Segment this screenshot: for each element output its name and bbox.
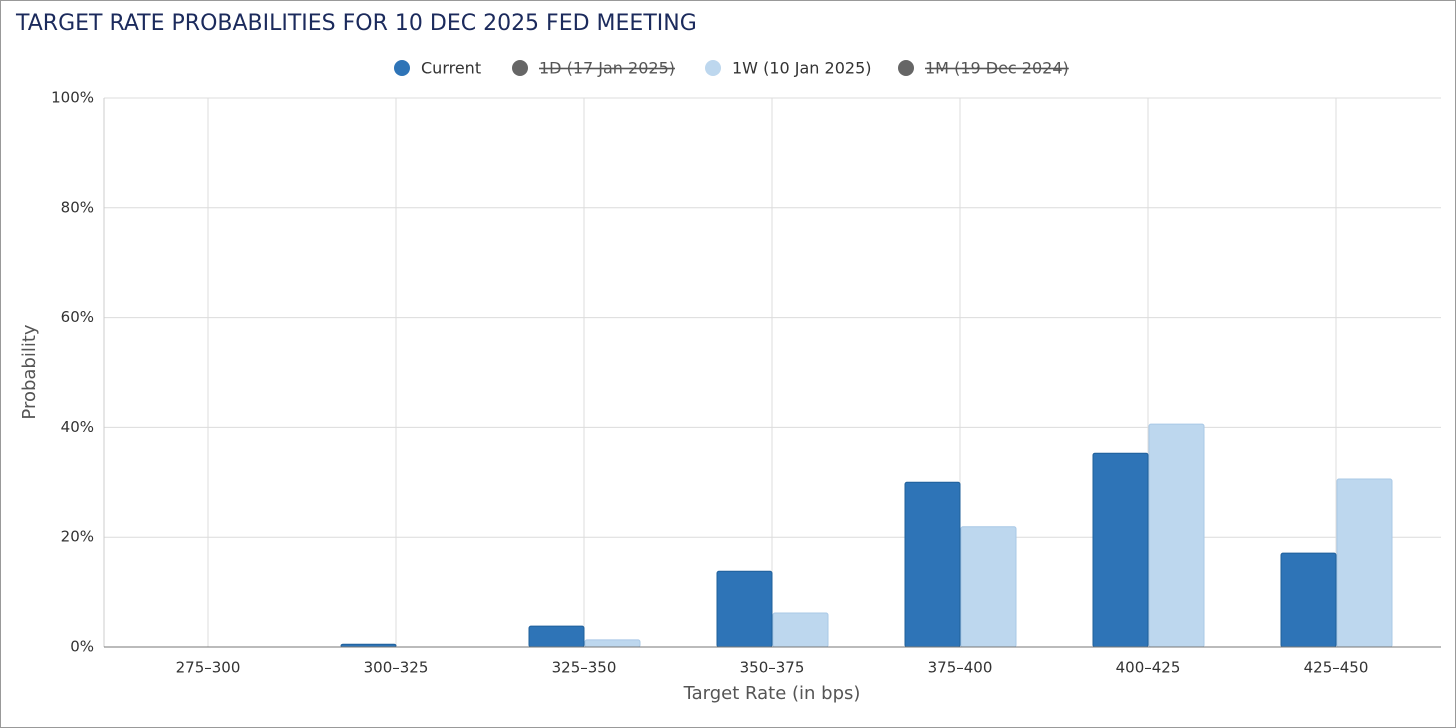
bar <box>772 612 829 648</box>
legend-marker[interactable] <box>512 60 528 76</box>
x-tick-label: 400–425 <box>1116 659 1181 677</box>
legend-label[interactable]: 1D (17 Jan 2025) <box>539 59 675 78</box>
bar <box>528 625 585 648</box>
x-tick-label: 325–350 <box>552 659 617 677</box>
y-axis-title: Probability <box>19 324 40 419</box>
bar <box>1092 452 1149 648</box>
legend-marker[interactable] <box>898 60 914 76</box>
legend-marker[interactable] <box>705 60 721 76</box>
x-tick-label: 300–325 <box>364 659 429 677</box>
bar <box>584 639 641 648</box>
legend-label[interactable]: Current <box>421 59 481 78</box>
bar <box>1336 478 1393 648</box>
legend-label[interactable]: 1W (10 Jan 2025) <box>732 59 871 78</box>
bar <box>716 570 773 648</box>
bar <box>960 526 1017 648</box>
y-tick-label: 100% <box>51 89 94 107</box>
y-tick-label: 40% <box>61 418 94 436</box>
bar <box>1148 423 1205 648</box>
x-tick-label: 275–300 <box>176 659 241 677</box>
legend-label[interactable]: 1M (19 Dec 2024) <box>925 59 1069 78</box>
x-tick-label: 350–375 <box>740 659 805 677</box>
y-tick-label: 0% <box>70 638 94 656</box>
chart-title: TARGET RATE PROBABILITIES FOR 10 DEC 202… <box>15 11 697 36</box>
bar <box>904 481 961 648</box>
y-tick-label: 80% <box>61 198 94 216</box>
y-tick-label: 60% <box>61 308 94 326</box>
bar <box>1280 552 1337 648</box>
x-axis-title: Target Rate (in bps) <box>683 683 861 704</box>
x-tick-label: 375–400 <box>928 659 993 677</box>
y-tick-label: 20% <box>61 528 94 546</box>
legend-marker[interactable] <box>394 60 410 76</box>
x-tick-label: 425–450 <box>1304 659 1369 677</box>
